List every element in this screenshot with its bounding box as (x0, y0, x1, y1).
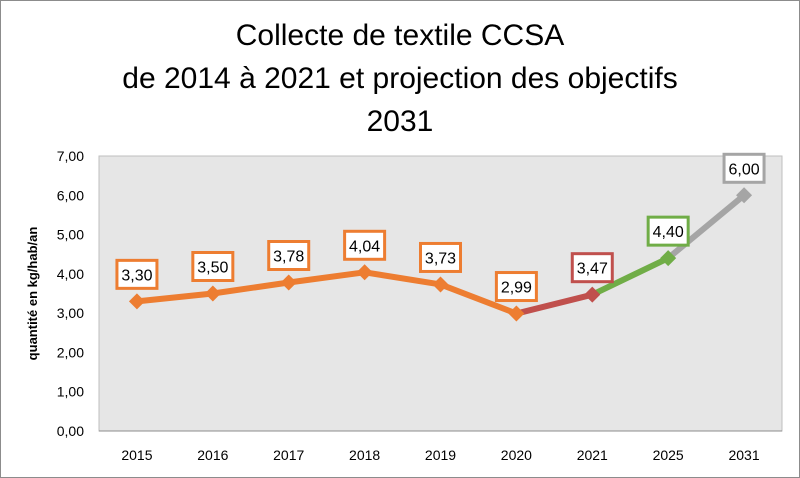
y-tick-label: 0,00 (57, 423, 84, 439)
y-tick-label: 5,00 (57, 227, 84, 243)
series-segment (133, 290, 216, 305)
series-segment (589, 255, 672, 298)
data-label-box (191, 251, 235, 282)
data-label-box (419, 241, 462, 273)
x-tick-label: 2016 (197, 447, 228, 463)
series-segment (665, 192, 748, 262)
data-label: 3,50 (197, 260, 228, 277)
y-axis-label: quantité en kg/hab/an (25, 227, 40, 361)
data-point (280, 274, 297, 291)
data-label-box (570, 252, 614, 284)
x-axis: 2015 2016 2017 2018 2019 2020 2021 2025 2031 (99, 430, 782, 463)
series-markers (128, 187, 753, 322)
chart-title-line-2: de 2014 à 2021 et projection des objecti… (122, 62, 678, 95)
data-label: 6,00 (728, 161, 759, 178)
chart-title: Collecte de textile CCSA de 2014 à 2021 … (0, 14, 800, 143)
data-point (736, 187, 753, 204)
data-label-box (494, 271, 538, 303)
series-segment (437, 281, 520, 317)
series-segment (513, 291, 596, 317)
y-tick-label: 2,00 (57, 344, 84, 360)
series-segment (285, 269, 368, 286)
data-label: 4,04 (349, 238, 380, 255)
data-point (128, 293, 145, 310)
y-tick-label: 4,00 (57, 266, 84, 282)
data-point (432, 276, 449, 293)
x-tick-label: 2017 (273, 447, 304, 463)
y-tick-label: 6,00 (57, 187, 84, 203)
y-tick-label: 1,00 (57, 384, 84, 400)
series-line (133, 192, 748, 317)
data-label-box (343, 229, 387, 261)
series-segment (361, 269, 444, 288)
data-label-box (646, 215, 690, 247)
y-tick-label: 3,00 (57, 305, 84, 321)
x-tick-label: 2020 (501, 447, 532, 463)
data-label-box (267, 240, 311, 271)
data-label: 3,30 (121, 267, 152, 284)
series-segment (209, 279, 292, 297)
data-labels: 3,30 3,50 3,78 4,04 3,73 2,99 3,47 4,40 6,00 (115, 152, 766, 303)
y-tick-label: 7,00 (57, 148, 84, 164)
x-tick-label: 2018 (349, 447, 380, 463)
x-tick-label: 2019 (425, 447, 456, 463)
x-tick-label: 2031 (728, 447, 759, 463)
data-point (508, 305, 525, 322)
x-tick-label: 2025 (653, 447, 684, 463)
data-label-box (722, 152, 766, 184)
data-point (204, 285, 221, 302)
data-point (356, 264, 373, 281)
data-label: 3,73 (425, 250, 456, 267)
data-label-box (115, 258, 159, 290)
data-point (584, 286, 601, 303)
chart-title-line-3: 2031 (366, 105, 434, 138)
data-point (660, 250, 677, 267)
data-label: 3,47 (577, 261, 608, 278)
x-tick-label: 2021 (577, 447, 608, 463)
data-label: 4,40 (653, 224, 684, 241)
x-tick-label: 2015 (121, 447, 152, 463)
y-axis: 0,00 1,00 2,00 3,00 4,00 5,00 6,00 7,00 (57, 148, 84, 439)
chart-title-line-1: Collecte de textile CCSA (235, 19, 565, 52)
data-label: 2,99 (501, 280, 532, 297)
data-label: 3,78 (273, 249, 304, 266)
